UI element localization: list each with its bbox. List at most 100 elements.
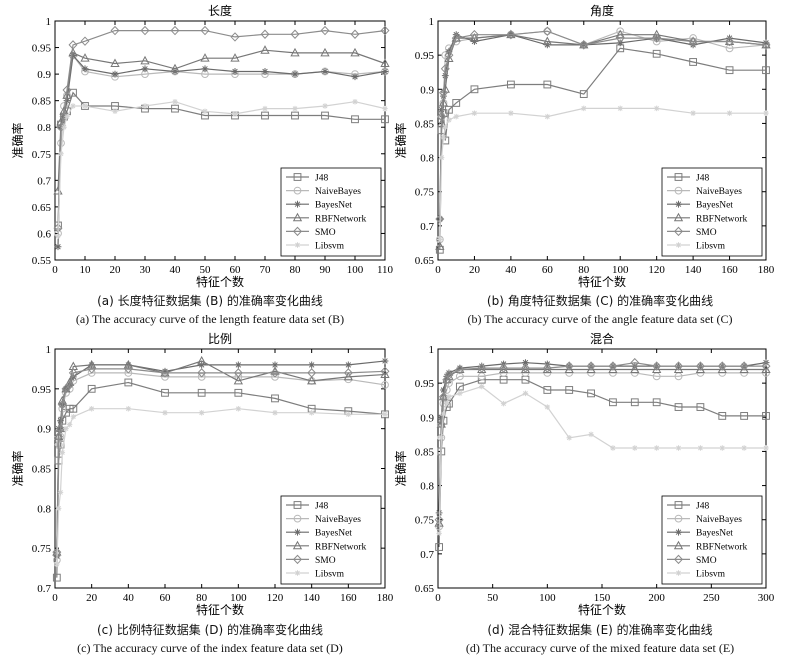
data-point [453,113,459,120]
x-axis-label: 特征个数 [196,274,244,289]
x-tick-label: 140 [685,264,702,276]
x-tick-label: 70 [260,264,272,276]
series-SMO [434,357,771,525]
caption-en-d: (d) The accuracy curve of the mixed feat… [465,641,735,655]
y-tick-label: 0.8 [420,481,434,493]
data-point [81,65,89,73]
data-point [588,431,594,438]
y-tick-label: 0.7 [37,175,51,187]
data-point [438,87,448,98]
chart-panel-0: 长度 0 10 20 30 40 50 60 70 80 90 100 110 0.55 0.6 0.65 0.… [10,3,394,289]
data-point [719,445,725,451]
data-point [350,47,360,57]
data-point [54,561,60,567]
data-point [437,111,447,122]
data-point [230,53,240,62]
y-tick-label: 0.95 [415,50,435,62]
data-point [57,489,64,496]
x-tick-label: 80 [196,592,208,604]
data-point [201,65,209,73]
x-tick-label: 20 [110,264,122,276]
data-point [440,134,447,140]
data-point [740,412,749,420]
data-point [451,33,461,43]
y-tick-label: 0.8 [37,122,51,134]
data-point [542,36,552,45]
data-point [761,364,771,373]
plot-frame [54,20,386,261]
data-point [586,361,596,371]
legend-entry: NaiveBayes [315,187,361,197]
legend-entry: J48 [315,174,328,184]
data-point [52,573,61,582]
data-point [456,364,464,372]
data-point [270,368,280,378]
data-point [233,375,243,385]
y-tick-label: 1 [429,344,435,356]
data-point [616,39,624,47]
data-point [308,361,316,369]
legend-box [280,167,382,257]
series-line [438,362,767,513]
data-point [87,364,97,374]
data-point [381,357,389,365]
legend-entry: RBFNetwork [315,214,366,224]
x-tick-label: 120 [267,592,284,604]
data-point [88,406,95,412]
y-tick-label: 0.85 [415,118,435,130]
y-tick-label: 0.95 [415,378,435,390]
data-point [231,68,239,75]
data-point [290,29,300,40]
y-tick-label: 0.75 [32,543,52,555]
data-point [380,25,390,36]
y-tick-label: 0.85 [415,446,435,458]
data-point [307,368,317,378]
data-point [610,445,616,451]
data-point [112,108,118,115]
x-tick-label: 60 [160,592,172,604]
data-point [261,111,269,120]
legend-marker [674,226,683,237]
data-point [688,36,698,47]
y-tick-label: 0.9 [37,424,51,436]
x-tick-label: 10 [80,264,92,276]
data-point [200,53,210,62]
x-tick-label: 110 [377,264,394,276]
chart-panel-3: 混合 0 50 100 150 200 250 300 0.65 0.7 0.75 0.8 0.85 0.… [393,331,775,617]
series-J48 [435,375,770,551]
caption-cn-d: (d) 混合特征数据集 (E) 的准确率变化曲线 [487,623,713,637]
data-point [500,400,507,407]
data-point [564,361,574,371]
legend: J48 NaiveBayes BayesNet RBFNetwork SMO Libsvm [280,495,382,585]
legend-marker [294,200,301,208]
data-point [544,404,551,410]
chart-title: 混合 [590,331,614,346]
data-point [381,115,389,124]
data-point [508,110,514,116]
data-point [381,380,389,389]
data-point [762,39,770,47]
x-tick-label: 60 [230,264,242,276]
data-point [80,36,90,46]
legend-marker [673,212,684,222]
data-point [307,375,317,385]
data-point [579,90,588,98]
data-point [292,105,298,112]
data-point [674,403,683,411]
data-point [675,445,682,451]
data-point [234,388,243,397]
data-point [696,403,705,411]
legend-entry: BayesNet [696,529,733,539]
data-point [352,99,358,105]
data-point [457,390,463,397]
x-tick-label: 160 [721,264,738,276]
data-point [382,411,388,418]
data-point [615,33,625,43]
legend-box [661,495,763,585]
y-tick-label: 0.65 [415,255,435,267]
data-point [123,359,133,369]
data-point [436,530,442,537]
data-point [442,124,449,130]
data-point [260,29,270,40]
y-tick-label: 0.6 [37,228,51,240]
